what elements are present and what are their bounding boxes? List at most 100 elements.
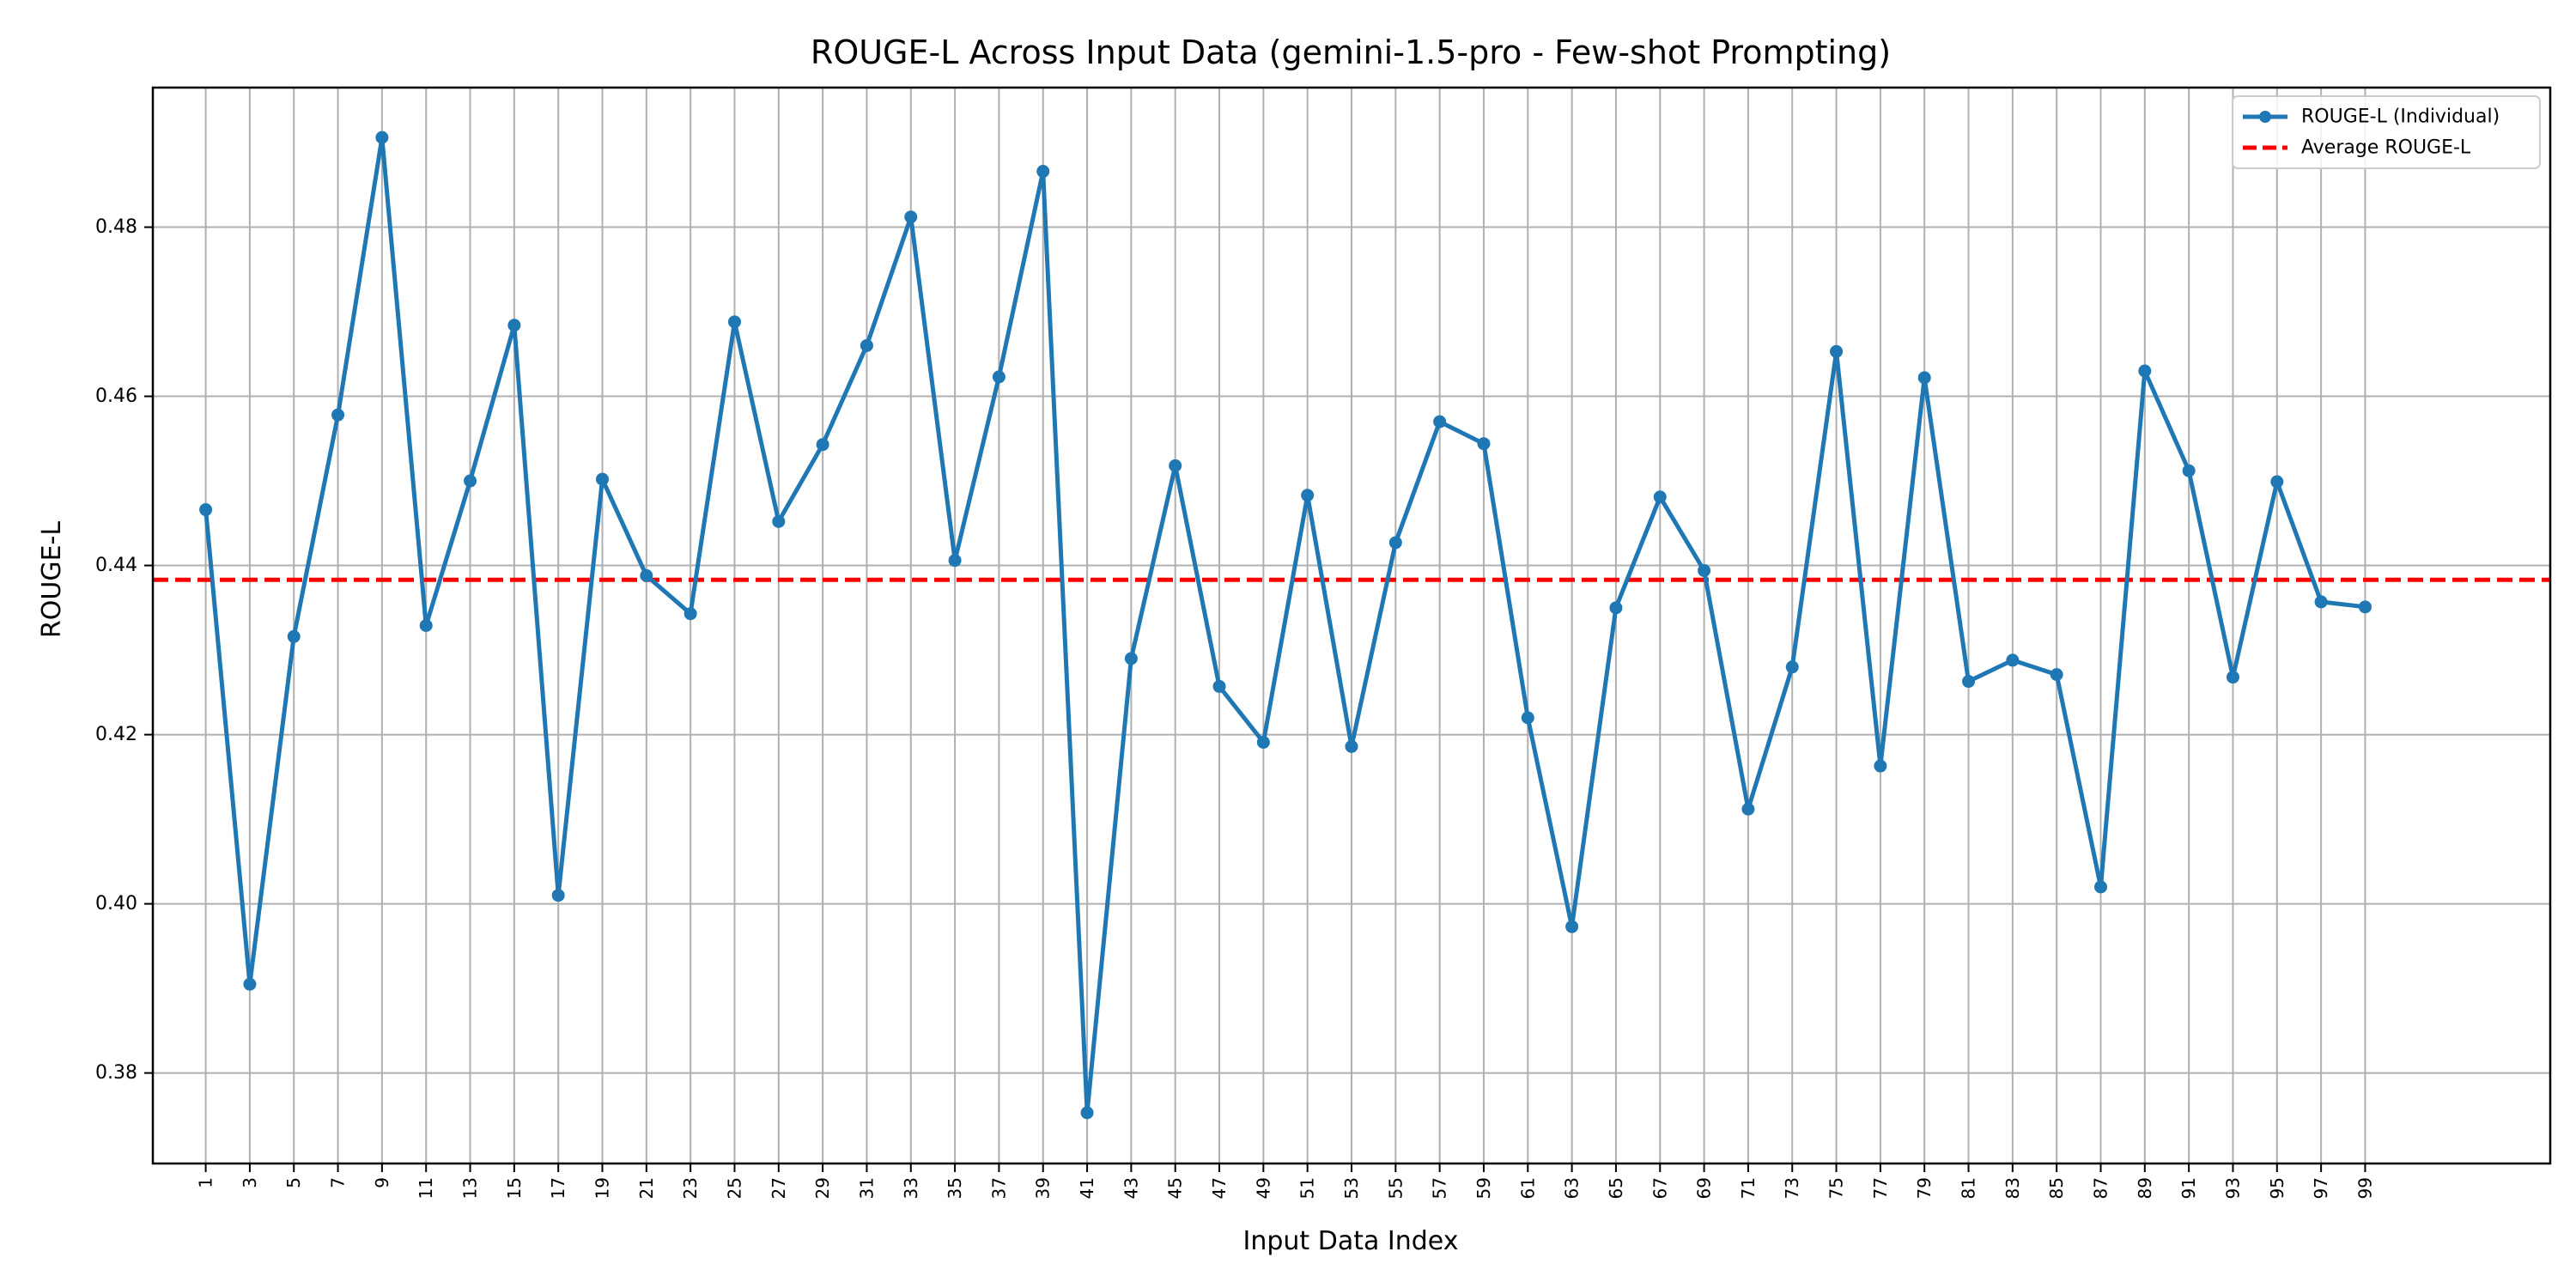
x-tick-label: 89 <box>2135 1177 2155 1199</box>
data-point <box>1433 415 1447 428</box>
x-axis-ticks: 1 3 5 7 9 11 13 15 17 19 21 23 25 27 29 31 33 35 37 39 41 43 4… <box>196 1163 2375 1199</box>
data-point <box>1388 536 1402 550</box>
x-tick-label: 1 <box>196 1177 216 1188</box>
x-tick-label: 71 <box>1738 1177 1759 1199</box>
data-point <box>1345 739 1358 753</box>
data-point <box>727 315 741 329</box>
y-tick-label: 0.38 <box>95 1062 137 1084</box>
legend-label-average: Average ROUGE-L <box>2301 137 2471 159</box>
x-tick-label: 53 <box>1341 1177 1362 1199</box>
data-point <box>2138 364 2152 378</box>
data-point <box>1917 371 1931 385</box>
data-point <box>1124 652 1138 665</box>
data-point <box>1477 437 1491 451</box>
data-point <box>1565 920 1579 933</box>
data-point <box>419 619 433 632</box>
data-point <box>860 338 873 352</box>
x-tick-label: 17 <box>548 1177 568 1199</box>
data-point <box>1080 1106 1094 1120</box>
data-point <box>1698 563 1711 577</box>
data-point <box>992 370 1005 384</box>
grid-lines <box>153 88 2550 1163</box>
y-tick-label: 0.46 <box>95 386 137 407</box>
x-tick-label: 99 <box>2354 1177 2375 1199</box>
x-tick-label: 5 <box>283 1177 304 1188</box>
x-tick-label: 39 <box>1033 1177 1054 1199</box>
legend: ROUGE-L (Individual) Average ROUGE-L <box>2232 95 2541 169</box>
x-tick-label: 21 <box>636 1177 657 1199</box>
data-point <box>1874 759 1887 773</box>
x-tick-label: 23 <box>680 1177 701 1199</box>
x-tick-label: 55 <box>1385 1177 1406 1199</box>
x-tick-label: 77 <box>1870 1177 1891 1199</box>
series-line-group <box>199 131 2372 1120</box>
data-point <box>2182 464 2196 477</box>
x-tick-label: 83 <box>2002 1177 2023 1199</box>
x-axis-label: Input Data Index <box>1243 1226 1459 1256</box>
x-tick-label: 25 <box>724 1177 744 1199</box>
x-tick-label: 13 <box>460 1177 481 1199</box>
data-point <box>2314 595 2328 609</box>
data-point <box>816 438 829 452</box>
x-tick-label: 11 <box>416 1177 436 1199</box>
x-tick-label: 33 <box>901 1177 921 1199</box>
data-point <box>2006 653 2020 667</box>
data-point <box>2358 600 2372 614</box>
x-tick-label: 63 <box>1562 1177 1583 1199</box>
y-tick-label: 0.40 <box>95 893 137 914</box>
x-tick-label: 87 <box>2091 1177 2111 1199</box>
data-point <box>1301 489 1315 502</box>
data-point <box>2270 475 2284 489</box>
data-point <box>1036 165 1050 179</box>
data-point <box>2050 668 2063 682</box>
x-tick-label: 29 <box>812 1177 833 1199</box>
x-tick-label: 69 <box>1694 1177 1715 1199</box>
x-tick-label: 93 <box>2222 1177 2243 1199</box>
y-tick-label: 0.48 <box>95 216 137 238</box>
rouge-l-individual-line <box>204 135 2366 1115</box>
legend-label-individual: ROUGE-L (Individual) <box>2301 106 2500 128</box>
data-point <box>507 319 521 332</box>
chart-title: ROUGE-L Across Input Data (gemini-1.5-pr… <box>811 33 1891 71</box>
data-point <box>287 629 301 643</box>
x-tick-label: 37 <box>988 1177 1009 1199</box>
x-tick-label: 9 <box>372 1177 392 1188</box>
x-tick-label: 19 <box>592 1177 613 1199</box>
legend-marker-individual <box>2259 111 2271 123</box>
x-tick-label: 41 <box>1077 1177 1097 1199</box>
data-point <box>464 474 477 488</box>
data-point <box>596 472 609 486</box>
data-point <box>948 554 962 568</box>
x-tick-label: 27 <box>769 1177 789 1199</box>
x-tick-label: 95 <box>2267 1177 2287 1199</box>
x-tick-label: 85 <box>2046 1177 2067 1199</box>
x-tick-label: 59 <box>1473 1177 1494 1199</box>
data-point <box>1785 660 1799 674</box>
data-point <box>1521 711 1534 725</box>
data-point <box>551 889 565 902</box>
data-point <box>1169 459 1182 472</box>
data-point <box>1741 802 1755 816</box>
data-point <box>1962 675 1976 689</box>
data-point <box>1256 735 1270 749</box>
y-axis-label: ROUGE-L <box>37 521 67 638</box>
data-point <box>1830 344 1844 358</box>
y-tick-label: 0.42 <box>95 724 137 745</box>
x-tick-label: 81 <box>1959 1177 1979 1199</box>
x-tick-label: 57 <box>1430 1177 1450 1199</box>
x-tick-label: 97 <box>2311 1177 2331 1199</box>
data-point <box>772 514 786 528</box>
data-point <box>199 503 213 517</box>
data-point <box>2226 671 2239 684</box>
x-tick-label: 91 <box>2178 1177 2199 1199</box>
y-axis-ticks: 0.38 0.40 0.42 0.44 0.46 0.48 <box>95 216 153 1084</box>
x-tick-label: 45 <box>1165 1177 1186 1199</box>
legend-box <box>2232 95 2541 169</box>
x-tick-label: 61 <box>1517 1177 1538 1199</box>
x-tick-label: 75 <box>1826 1177 1847 1199</box>
data-point <box>1653 490 1667 504</box>
x-tick-label: 67 <box>1649 1177 1670 1199</box>
x-tick-label: 73 <box>1782 1177 1802 1199</box>
x-tick-label: 49 <box>1253 1177 1273 1199</box>
